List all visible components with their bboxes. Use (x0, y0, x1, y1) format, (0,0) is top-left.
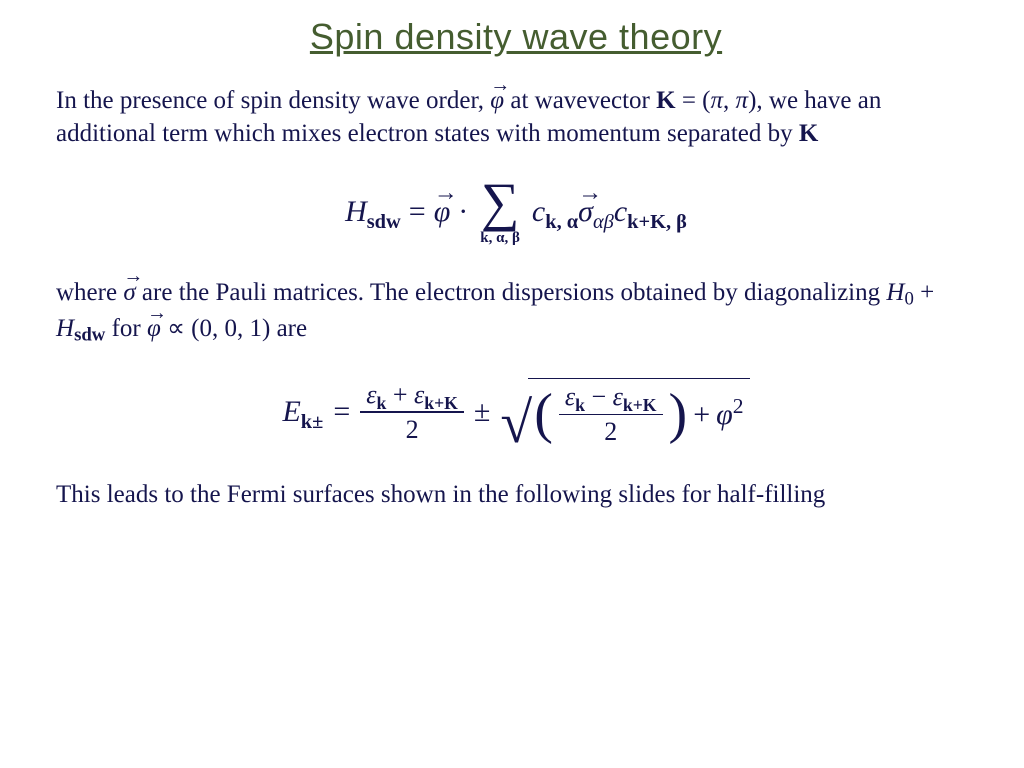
minus: − (585, 382, 613, 411)
sum-index: k, α, β (480, 231, 520, 246)
sym-c: c (532, 195, 545, 228)
sigma-symbol: ∑ (481, 178, 520, 227)
text: In the presence of spin density wave ord… (56, 87, 490, 114)
sym-phi: φ (716, 398, 733, 431)
sub: k, α (545, 211, 578, 233)
lparen: ( (534, 391, 553, 439)
sub: k (575, 396, 585, 416)
radicand: ( εk − εk+K 2 ) + φ2 (528, 378, 749, 445)
plus: + (386, 380, 414, 409)
sym-eps: ε (366, 380, 376, 409)
sigma-vector: σ (578, 195, 593, 229)
equation-hsdw: Hsdw = φ · ∑ k, α, β ck, ασαβck+K, β (56, 178, 976, 246)
text: , (723, 87, 736, 114)
sub-text: k, α (545, 211, 578, 233)
fraction-bar (360, 411, 464, 413)
sym-eps: ε (414, 380, 424, 409)
sym-H: H (345, 195, 367, 228)
plus: + (693, 398, 710, 432)
slide-title: Spin density wave theory (56, 16, 976, 58)
sub: 0 (904, 288, 913, 309)
rparen: ) (669, 391, 688, 439)
text: = ( (676, 87, 711, 114)
summation: ∑ k, α, β (480, 178, 520, 246)
sub: k+K (623, 396, 657, 416)
pi: π (736, 87, 749, 114)
sub: k+K, β (627, 211, 687, 233)
phi-vector: φ (147, 312, 161, 345)
phi-vector: φ (434, 195, 451, 229)
intro-paragraph: In the presence of spin density wave ord… (56, 84, 976, 150)
text: ∝ (0, 0, 1) are (161, 315, 307, 342)
text: at wavevector (504, 87, 656, 114)
text: + (914, 279, 934, 306)
sub: k+K (424, 393, 458, 413)
equals: = (409, 195, 426, 229)
sub: αβ (593, 211, 614, 233)
sub-sdw: sdw (367, 211, 401, 233)
fraction-bar (559, 414, 663, 416)
wavevector-K: K (799, 120, 818, 147)
pi: π (711, 87, 724, 114)
sup: 2 (733, 394, 744, 418)
denominator: 2 (400, 416, 425, 443)
closing-paragraph: This leads to the Fermi surfaces shown i… (56, 478, 976, 511)
text: where (56, 279, 123, 306)
sigma-vector: σ (123, 276, 135, 309)
slide: Spin density wave theory In the presence… (0, 0, 1024, 768)
sym-E: E (282, 395, 300, 428)
equals: = (333, 395, 350, 429)
sub-sdw: sdw (74, 325, 105, 346)
text: for (105, 315, 147, 342)
sub-text: k+K, β (627, 211, 687, 233)
denominator: 2 (598, 418, 623, 445)
sym-H: H (886, 279, 904, 306)
sym-eps: ε (565, 382, 575, 411)
sqrt: √ ( εk − εk+K 2 ) + φ2 (500, 378, 749, 445)
sym-H: H (56, 315, 74, 342)
dot: · (458, 195, 468, 229)
fraction-2: εk − εk+K 2 (559, 383, 663, 445)
fraction-1: εk + εk+K 2 (360, 381, 464, 443)
phi-vector: φ (490, 84, 504, 117)
sub: k (376, 393, 386, 413)
text: are the Pauli matrices. The electron dis… (136, 279, 887, 306)
wavevector-K: K (656, 87, 675, 114)
sym-c: c (614, 195, 627, 228)
sym-eps: ε (613, 382, 623, 411)
plus-minus: ± (474, 395, 490, 429)
sub: k± (301, 411, 324, 433)
middle-paragraph: where σ are the Pauli matrices. The elec… (56, 276, 976, 349)
equation-dispersion: Ek± = εk + εk+K 2 ± √ ( εk − εk+K (56, 378, 976, 445)
